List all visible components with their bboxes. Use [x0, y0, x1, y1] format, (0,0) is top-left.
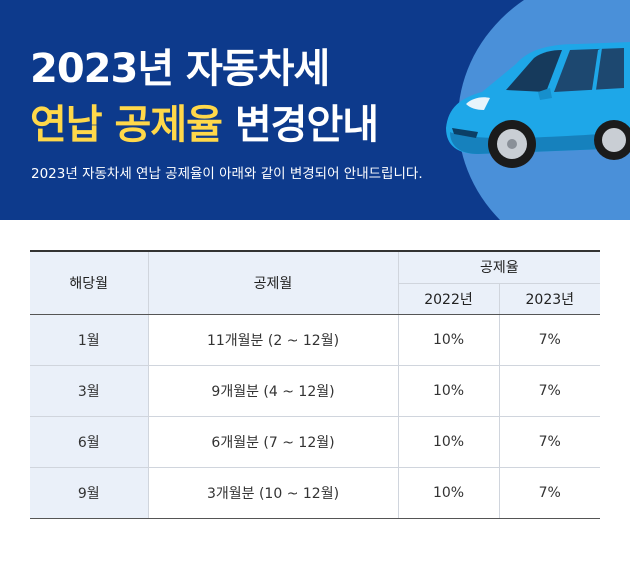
cell-month: 6월	[30, 416, 148, 468]
header-2023: 2023년	[498, 283, 601, 315]
cell-rate-2023: 7%	[498, 314, 601, 366]
header-2022: 2022년	[397, 283, 499, 315]
cell-rate-2022: 10%	[397, 416, 499, 468]
title-line1: 2023년 자동차세	[30, 46, 330, 92]
cell-rate-2022: 10%	[397, 365, 499, 417]
table-row: 6월 6개월분 (7 ~ 12월) 10% 7%	[30, 416, 601, 468]
title-line2: 연납 공제율 변경안내	[30, 92, 379, 150]
cell-period: 11개월분 (2 ~ 12월)	[147, 314, 398, 366]
deduction-rate-table: 해당월 공제월 공제율 2022년 2023년 1월 11개월분 (2 ~ 12…	[30, 250, 601, 519]
cell-rate-2022: 10%	[397, 314, 499, 366]
cell-month: 3월	[30, 365, 148, 417]
cell-rate-2023: 7%	[498, 467, 601, 519]
header-rate: 공제율	[397, 250, 601, 284]
cell-month: 9월	[30, 467, 148, 519]
table-row: 1월 11개월분 (2 ~ 12월) 10% 7%	[30, 314, 601, 366]
table-row: 3월 9개월분 (4 ~ 12월) 10% 7%	[30, 365, 601, 417]
header-month: 해당월	[30, 250, 148, 315]
cell-period: 9개월분 (4 ~ 12월)	[147, 365, 398, 417]
banner-subtitle: 2023년 자동차세 연납 공제율이 아래와 같이 변경되어 안내드립니다.	[31, 166, 423, 182]
cell-rate-2023: 7%	[498, 416, 601, 468]
cell-rate-2022: 10%	[397, 467, 499, 519]
title-highlight: 연납 공제율	[30, 102, 223, 148]
car-icon	[446, 42, 630, 168]
table-row: 9월 3개월분 (10 ~ 12월) 10% 7%	[30, 467, 601, 519]
cell-period: 3개월분 (10 ~ 12월)	[147, 467, 398, 519]
banner: 2023년 자동차세 연납 공제율 변경안내 2023년 자동차세 연납 공제율…	[0, 0, 630, 220]
title-rest: 변경안내	[234, 102, 379, 148]
header-period: 공제월	[147, 250, 398, 315]
cell-rate-2023: 7%	[498, 365, 601, 417]
cell-month: 1월	[30, 314, 148, 366]
cell-period: 6개월분 (7 ~ 12월)	[147, 416, 398, 468]
